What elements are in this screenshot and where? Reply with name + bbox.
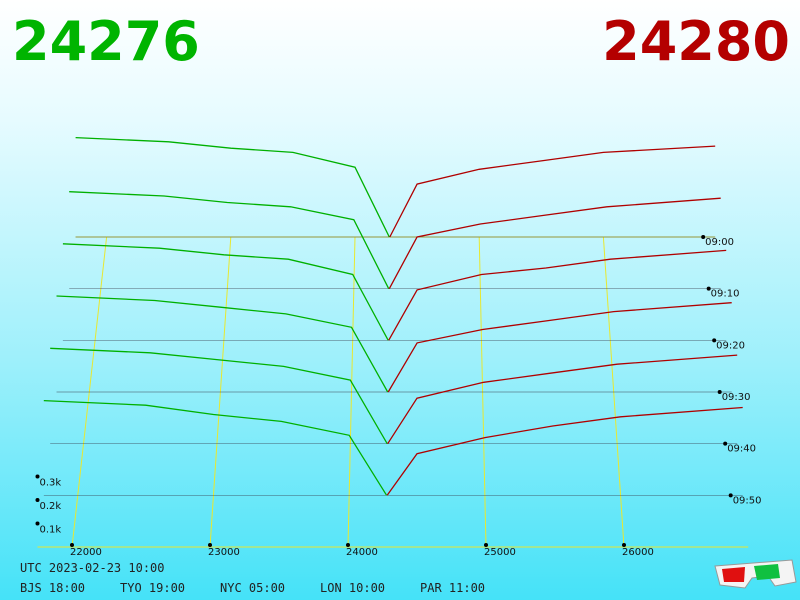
time-tick-dot [717, 390, 722, 394]
ask-depth-line [387, 354, 738, 445]
time-tick-label: 09:40 [727, 444, 756, 455]
time-tick-label: 09:00 [705, 237, 734, 248]
bid-depth-line [69, 191, 390, 289]
bid-depth-line [43, 399, 388, 496]
time-tick-dot [701, 235, 706, 239]
depth-tick-label: 0.3k [40, 478, 62, 489]
footer-zone: LON 10:00 [320, 581, 385, 595]
ask-depth-line [388, 249, 727, 341]
ask-depth-line [386, 406, 743, 496]
footer-zone: BJS 18:00 [20, 581, 85, 595]
bid-price: 24276 [12, 10, 200, 73]
depth-tick-label: 0.1k [40, 525, 62, 536]
time-tick-dot [728, 493, 733, 498]
price-tick-label: 26000 [622, 547, 654, 558]
footer-utc: UTC 2023-02-23 10:00 [20, 561, 165, 575]
footer-zone: TYO 19:00 [120, 581, 185, 595]
price-tick-dot [346, 543, 350, 547]
ask-depth-line [388, 197, 721, 290]
time-tick-dot [706, 286, 711, 291]
time-tick-dot [712, 338, 717, 343]
price-tick-label: 25000 [484, 547, 516, 558]
price-tick-dot [484, 543, 488, 547]
price-tick-dot [70, 543, 74, 547]
time-tick-label: 09:20 [716, 340, 745, 351]
bid-depth-line [56, 295, 389, 393]
price-tick-dot [622, 543, 626, 547]
price-tick-label: 23000 [208, 547, 240, 558]
footer-zone: PAR 11:00 [420, 581, 485, 595]
ask-price: 24280 [602, 10, 790, 73]
bid-depth-line [75, 136, 390, 238]
time-tick-label: 09:50 [733, 495, 762, 506]
depth-tick-dot [35, 498, 40, 502]
ask-depth-line [389, 145, 716, 238]
footer-zone: NYC 05:00 [220, 581, 285, 595]
time-tick-label: 09:10 [711, 289, 740, 300]
price-tick-dot [208, 543, 212, 547]
3d-glasses-icon[interactable] [714, 559, 797, 589]
bid-depth-line [62, 243, 389, 341]
depth-tick-dot [35, 474, 40, 479]
ask-depth-line [387, 302, 732, 393]
depth-tick-label: 0.2k [40, 501, 62, 512]
price-tick-label: 24000 [346, 547, 378, 558]
time-tick-dot [723, 441, 728, 446]
bid-depth-line [50, 347, 388, 445]
time-tick-label: 09:30 [722, 392, 751, 403]
depth-tick-dot [35, 521, 40, 526]
price-tick-label: 22000 [70, 547, 102, 558]
